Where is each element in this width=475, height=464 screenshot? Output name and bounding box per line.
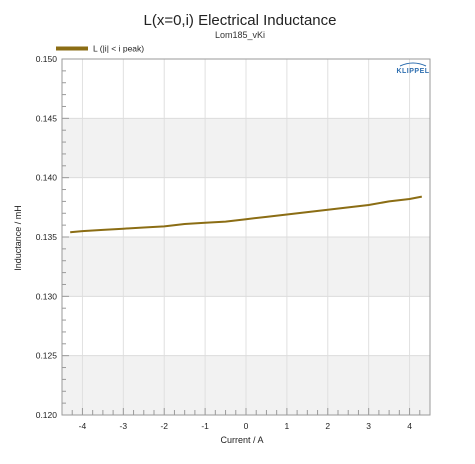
x-tick-label: 2 — [325, 421, 330, 431]
klippel-logo-arc-icon — [399, 62, 427, 67]
y-tick-label: 0.145 — [36, 113, 58, 123]
x-tick-label: -2 — [160, 421, 168, 431]
y-tick-labels: 0.120 0.125 0.130 0.135 0.140 0.145 0.150 — [36, 54, 58, 420]
x-tick-label: 4 — [407, 421, 412, 431]
klippel-logo: KLIPPEL — [396, 62, 429, 75]
x-tick-labels: -4 -3 -2 -1 0 1 2 3 4 — [79, 421, 413, 431]
x-tick-label: -3 — [120, 421, 128, 431]
x-tick-label: -1 — [201, 421, 209, 431]
series-lines — [70, 195, 423, 234]
y-tick-label: 0.135 — [36, 232, 58, 242]
klippel-logo-text: KLIPPEL — [396, 68, 429, 75]
x-axis-label: Current / A — [220, 435, 263, 445]
y-axis-label: Inductance / mH — [13, 205, 23, 271]
y-tick-label: 0.125 — [36, 351, 58, 361]
y-tick-label: 0.120 — [36, 410, 58, 420]
axis-ticks — [61, 58, 431, 416]
y-tick-label: 0.150 — [36, 54, 58, 64]
legend: L (|i| < i peak) — [56, 44, 144, 54]
series-line — [70, 195, 423, 234]
x-tick-label: 0 — [244, 421, 249, 431]
x-tick-label: 1 — [285, 421, 290, 431]
y-tick-label: 0.140 — [36, 173, 58, 183]
x-tick-label: -4 — [79, 421, 87, 431]
y-tick-label: 0.130 — [36, 291, 58, 301]
chart-title: L(x=0,i) Electrical Inductance — [143, 12, 336, 29]
legend-label: L (|i| < i peak) — [93, 44, 144, 54]
x-tick-label: 3 — [366, 421, 371, 431]
chart-subtitle: Lom185_vKi — [215, 30, 265, 40]
